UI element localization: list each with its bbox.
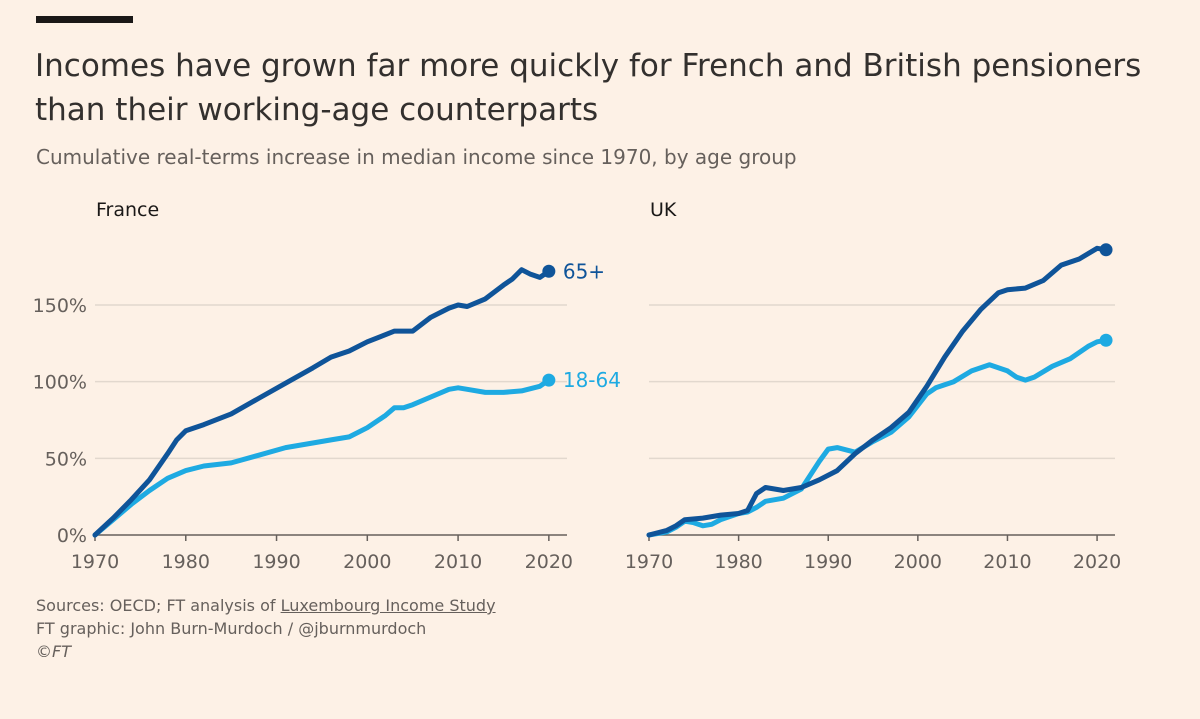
panel-france-series-line-18-64 <box>92 377 552 538</box>
panel-france-ytick-label: 150% <box>33 295 87 317</box>
panel-france-series-label-65plus: 65+ <box>563 259 605 283</box>
panel-uk-xtick-label: 2000 <box>894 551 942 573</box>
panel-france-series-line-65plus <box>92 267 552 538</box>
sources-line: Sources: OECD; FT analysis of Luxembourg… <box>36 594 496 617</box>
footer: Sources: OECD; FT analysis of Luxembourg… <box>36 594 496 663</box>
copyright: ©FT <box>36 642 71 661</box>
panel-uk-series-end-point-65plus <box>1099 243 1113 257</box>
sources-link[interactable]: Luxembourg Income Study <box>280 596 496 615</box>
panel-uk-series-line-65plus <box>646 245 1109 538</box>
chart-subtitle: Cumulative real-terms increase in median… <box>36 145 797 169</box>
panel-france-series-end-point-18-64 <box>542 373 556 387</box>
ft-top-rule <box>36 16 133 23</box>
panel-france-xtick-label: 1980 <box>162 551 210 573</box>
panel-uk-xtick-label: 1970 <box>625 551 673 573</box>
panel-france-xtick-label: 1970 <box>71 551 119 573</box>
panel-uk-xtick-label: 1990 <box>804 551 852 573</box>
panel-france-ytick-label: 0% <box>57 525 87 547</box>
panel-france-ytick-label: 100% <box>33 372 87 394</box>
panel-france-series-label-18-64: 18-64 <box>563 368 621 392</box>
panel-france-ytick-label: 50% <box>45 448 87 470</box>
panel-uk-title: UK <box>650 199 677 221</box>
panel-uk-xtick-label: 1980 <box>714 551 762 573</box>
panel-france-xtick-label: 2020 <box>525 551 573 573</box>
panel-france-series-end-point-65plus <box>542 264 556 278</box>
sources-prefix: Sources: OECD; FT analysis of <box>36 596 281 615</box>
panel-france-xtick-label: 2010 <box>434 551 482 573</box>
panel-uk-xtick-label: 2010 <box>983 551 1031 573</box>
panel-france-title: France <box>96 199 159 221</box>
panel-uk-series-end-point-18-64 <box>1099 333 1113 347</box>
panel-france-xtick-label: 2000 <box>343 551 391 573</box>
panel-uk-xtick-label: 2020 <box>1073 551 1121 573</box>
chart-title: Incomes have grown far more quickly for … <box>35 48 1142 128</box>
credit-line: FT graphic: John Burn-Murdoch / @jburnmu… <box>36 619 427 638</box>
panel-france-xtick-label: 1990 <box>252 551 300 573</box>
